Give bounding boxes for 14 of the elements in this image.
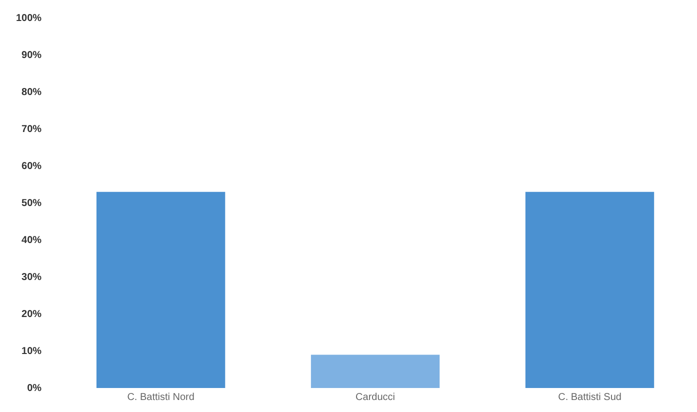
y-tick-label: 20% <box>22 308 42 320</box>
y-tick-label: 70% <box>22 124 42 135</box>
y-tick-label: 100% <box>16 12 42 24</box>
x-tick-label: C. Battisti Sud <box>558 392 622 403</box>
y-tick-label: 30% <box>22 272 42 283</box>
y-tick-label: 50% <box>22 198 42 209</box>
y-tick-label: 80% <box>22 86 42 98</box>
y-tick-label: 0% <box>27 382 42 394</box>
y-tick-label: 90% <box>22 50 42 61</box>
x-tick-label: C. Battisti Nord <box>127 392 194 403</box>
y-tick-label: 60% <box>22 160 42 172</box>
y-tick-label: 10% <box>22 346 42 357</box>
y-tick-label: 40% <box>22 234 42 246</box>
x-tick-label: Carducci <box>356 392 396 403</box>
